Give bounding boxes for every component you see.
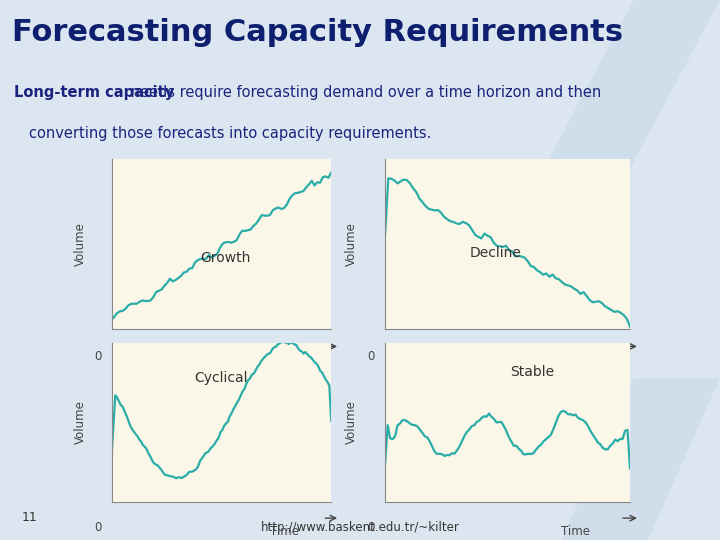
Text: Long-term capacity: Long-term capacity [14,85,175,100]
Text: 11: 11 [22,511,37,524]
Text: 0: 0 [366,350,374,363]
Text: Growth: Growth [201,251,251,265]
Text: Stable: Stable [510,364,554,379]
Text: converting those forecasts into capacity requirements.: converting those forecasts into capacity… [29,126,431,140]
Text: Volume: Volume [74,222,87,266]
Text: Volume: Volume [344,401,357,444]
Text: 0: 0 [366,521,374,534]
Text: Cyclical: Cyclical [194,371,248,385]
Text: 0: 0 [95,521,102,534]
Text: Time: Time [270,524,299,537]
Text: needs require forecasting demand over a time horizon and then: needs require forecasting demand over a … [126,85,601,100]
Text: Time: Time [562,353,590,366]
Text: Volume: Volume [344,222,357,266]
Text: 0: 0 [95,350,102,363]
Text: Forecasting Capacity Requirements: Forecasting Capacity Requirements [12,18,624,47]
Text: Volume: Volume [74,401,87,444]
Polygon shape [562,378,720,540]
Polygon shape [504,0,720,243]
Text: Time: Time [562,524,590,537]
Text: http://www.baskent.edu.tr/~kilter: http://www.baskent.edu.tr/~kilter [261,521,459,534]
Text: Decline: Decline [469,246,521,260]
Text: Time: Time [270,353,299,366]
